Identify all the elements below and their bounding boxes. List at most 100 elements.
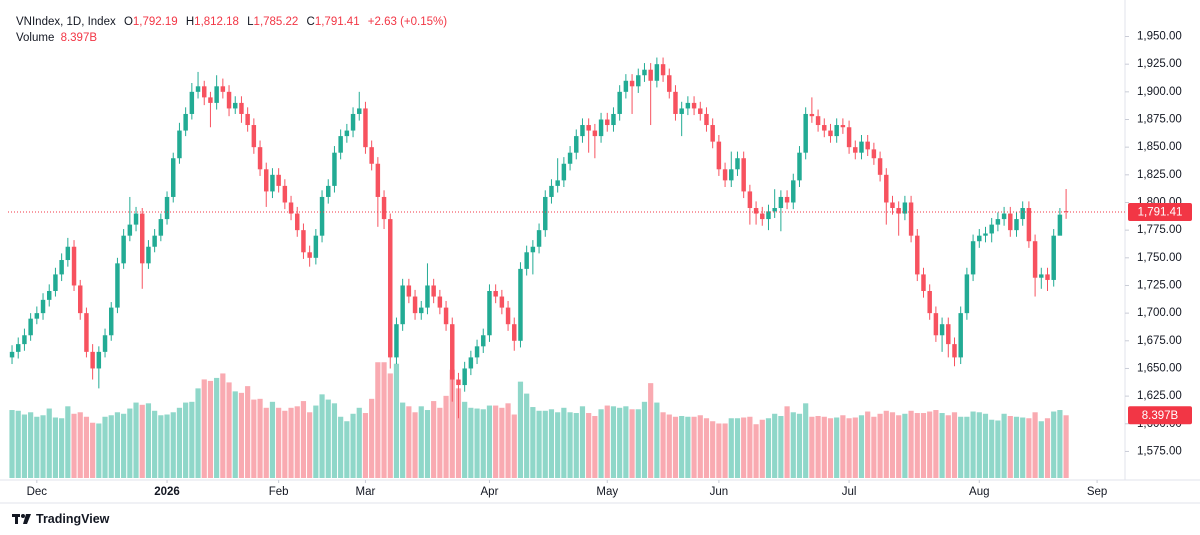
volume-bar	[176, 407, 183, 478]
candle-body	[53, 274, 58, 292]
volume-bar	[52, 417, 59, 478]
volume-bar	[765, 418, 772, 478]
candle-body	[226, 91, 232, 109]
x-tick-label: Aug	[969, 486, 989, 498]
candle-body	[840, 125, 846, 128]
volume-bar	[493, 405, 499, 478]
volume-bar	[164, 414, 170, 478]
candle-body	[822, 125, 827, 131]
candle-body	[660, 64, 666, 76]
volume-bar	[455, 388, 462, 478]
volume-bar	[796, 413, 803, 478]
volume-bar	[741, 417, 747, 478]
candle-body	[456, 379, 461, 386]
volume-bar	[65, 406, 71, 478]
volume-bar	[269, 401, 276, 478]
volume-bar	[431, 401, 437, 478]
candle-body	[679, 108, 684, 114]
candle-body	[1045, 274, 1050, 280]
candle-body	[474, 346, 480, 358]
y-tick-label: 1,950.00	[1137, 31, 1182, 43]
volume-bar	[121, 413, 127, 478]
volume-bar	[21, 414, 28, 478]
candle-body	[505, 307, 511, 325]
candle-body	[487, 291, 492, 336]
brand-name: TradingView	[36, 512, 110, 526]
volume-bar	[561, 407, 567, 478]
volume-bar	[995, 420, 1001, 478]
candle-body	[995, 219, 1001, 225]
candle-body	[251, 125, 257, 148]
candle-body	[1057, 214, 1063, 236]
volume-bar	[666, 414, 672, 478]
volume-bar	[294, 406, 300, 478]
candle-body	[803, 113, 808, 153]
candle-body	[946, 324, 951, 345]
volume-bar	[586, 413, 592, 478]
brand-logo	[12, 514, 31, 524]
volume-bar	[976, 412, 982, 478]
volume-bar	[970, 411, 976, 478]
volume-bar	[951, 412, 958, 478]
volume-bar	[28, 412, 34, 478]
candle-body	[1014, 219, 1019, 231]
volume-bar	[1063, 415, 1069, 478]
candle-body	[617, 91, 622, 114]
volume-bar	[170, 412, 176, 478]
y-tick-label: 1,675.00	[1137, 335, 1182, 347]
volume-bar	[964, 416, 970, 478]
volume-bar	[517, 381, 524, 478]
candle-body	[970, 241, 976, 275]
volume-bar	[400, 402, 406, 478]
legend-value: 1,792.19	[132, 16, 178, 28]
candle-body	[1020, 208, 1025, 220]
candle-body	[983, 233, 988, 236]
candle-body	[59, 260, 64, 275]
candle-body	[9, 351, 15, 358]
candle-body	[233, 102, 238, 109]
candle-body	[400, 285, 405, 325]
volume-bar	[914, 413, 920, 478]
candle-body	[809, 113, 815, 117]
candle-body	[698, 108, 703, 114]
candle-body	[586, 125, 591, 131]
volume-bar	[511, 414, 517, 478]
candle-body	[1063, 211, 1069, 213]
volume-bar	[183, 402, 189, 478]
candle-body	[102, 335, 108, 352]
volume-bar	[331, 403, 338, 478]
candle-body	[468, 357, 474, 369]
candle-body	[195, 86, 201, 92]
volume-bar	[902, 413, 908, 478]
candle-body	[642, 69, 647, 76]
volume-bar	[114, 412, 121, 478]
candle-body	[884, 174, 889, 203]
candle-body	[109, 307, 114, 336]
volume-bar	[15, 410, 21, 478]
volume-bar	[617, 407, 623, 478]
volume-bar	[536, 410, 542, 478]
volume-bar	[59, 418, 65, 478]
last-price-tag	[1128, 202, 1192, 221]
candle-body	[1039, 274, 1044, 278]
candle-body	[896, 208, 901, 214]
volume-bar	[716, 423, 722, 478]
volume-bar	[443, 395, 449, 478]
candle-body	[84, 313, 89, 352]
volume-bar	[815, 416, 821, 478]
volume-bar	[623, 406, 629, 478]
candle-body	[623, 80, 629, 92]
candle-body	[747, 191, 753, 209]
candle-body	[158, 219, 164, 236]
volume-bar	[257, 398, 263, 478]
candle-body	[65, 246, 71, 261]
y-tick-label: 1,925.00	[1137, 58, 1182, 70]
volume-bar	[685, 416, 691, 478]
candle-body	[369, 147, 374, 164]
volume-bar	[889, 412, 896, 478]
candle-body	[939, 324, 945, 336]
candle-body	[592, 130, 598, 137]
candle-body	[828, 130, 833, 137]
volume-bar	[710, 421, 716, 478]
candle-body	[295, 213, 300, 231]
